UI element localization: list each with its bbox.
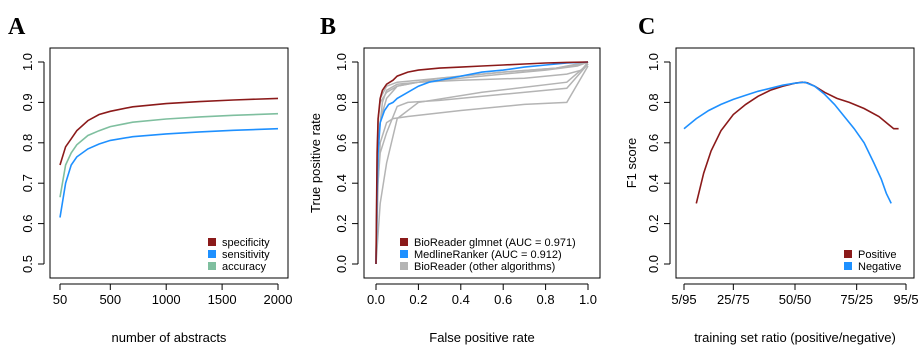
panel-a-x-tick-label: 1500 — [208, 292, 237, 307]
panel-b-xlabel: False positive rate — [429, 330, 535, 345]
panel-a-x-tick-label: 500 — [99, 292, 121, 307]
panel-b-x-tick-label: 1.0 — [579, 292, 597, 307]
panel-c-legend-label: Negative — [858, 261, 901, 273]
panel-b-y-tick-label: 0.2 — [334, 215, 349, 233]
panel-c-legend-swatch — [844, 262, 852, 270]
panel-c-ylabel: F1 score — [624, 138, 639, 189]
panel-c-xlabel: training set ratio (positive/negative) — [694, 330, 896, 345]
panel-a-legend-label: accuracy — [222, 261, 267, 273]
panel-b-legend-label: BioReader (other algorithms) — [414, 261, 555, 273]
panel-b-y-tick-label: 0.8 — [334, 93, 349, 111]
panel-c-y-tick-label: 0.4 — [646, 174, 661, 192]
panel-a-series-line — [59, 127, 279, 218]
panel-b-legend-swatch — [400, 262, 408, 270]
panel-c-legend-label: Positive — [858, 249, 897, 261]
panel-b-series-line-other — [375, 63, 589, 265]
panel-b: 0.0 0.2 0.4 0.6 0.8 1.0 0.0 0.2 0.4 0.6 0.8 1.0 BioR… — [308, 47, 601, 345]
panel-c-x-tick-label: 75/25 — [840, 292, 873, 307]
panel-b-series-line-other — [375, 63, 589, 265]
panel-a-box — [49, 47, 289, 279]
panel-a-legend-swatch — [208, 238, 216, 246]
panel-letter-a: A — [8, 14, 26, 40]
panel-a-x-tick-label: 2000 — [264, 292, 293, 307]
panel-b-box — [363, 47, 601, 279]
panel-a-x-tick-label: 50 — [53, 292, 67, 307]
panel-a-legend-swatch — [208, 262, 216, 270]
panel-a-series-line — [59, 112, 279, 198]
panel-a-y-tick-label: 0.9 — [20, 93, 35, 111]
panel-a-x-tick-label: 1000 — [152, 292, 181, 307]
panel-c-y-tick-label: 0.0 — [646, 255, 661, 273]
panel-c-legend-swatch — [844, 250, 852, 258]
panel-b-ylabel: True positive rate — [308, 113, 323, 213]
panel-b-x-tick-label: 0.6 — [494, 292, 512, 307]
panel-a-legend-label: specificity — [222, 237, 270, 249]
panel-c-y-tick-label: 0.8 — [646, 93, 661, 111]
panel-a-y-tick-label: 0.5 — [20, 255, 35, 273]
panel-c-y-tick-label: 0.6 — [646, 134, 661, 152]
panel-b-y-tick-label: 1.0 — [334, 53, 349, 71]
panel-letter-b: B — [320, 14, 336, 40]
panel-c-x-tick-label: 95/5 — [893, 292, 918, 307]
panel-c-x-tick-label: 50/50 — [779, 292, 812, 307]
panel-b-series-line — [375, 61, 589, 265]
panel-a-legend-label: sensitivity — [222, 249, 270, 261]
panel-b-x-tick-label: 0.4 — [452, 292, 470, 307]
panel-c-x-tick-label: 25/75 — [717, 292, 750, 307]
panel-b-legend-label: MedlineRanker (AUC = 0.912) — [414, 249, 562, 261]
panel-b-x-tick-label: 0.0 — [367, 292, 385, 307]
panel-c: 5/95 25/75 50/50 75/25 95/5 0.0 0.2 0.4 0.6 0.8 1.… — [624, 47, 919, 345]
panel-b-x-tick-label: 0.2 — [409, 292, 427, 307]
panel-a-y-tick-label: 0.7 — [20, 174, 35, 192]
panel-letter-c: C — [638, 14, 655, 40]
panel-b-y-tick-label: 0.0 — [334, 255, 349, 273]
panel-a-y-tick-label: 0.8 — [20, 134, 35, 152]
panel-b-x-tick-label: 0.8 — [537, 292, 555, 307]
panel-a-y-tick-label: 0.6 — [20, 215, 35, 233]
panel-c-box — [675, 47, 915, 279]
panel-c-y-tick-label: 0.2 — [646, 215, 661, 233]
panel-a-xlabel: number of abstracts — [112, 330, 227, 345]
panel-a-legend-swatch — [208, 250, 216, 258]
panel-b-legend-swatch — [400, 238, 408, 246]
panel-c-x-tick-label: 5/95 — [671, 292, 696, 307]
panel-b-y-tick-label: 0.6 — [334, 134, 349, 152]
panel-b-y-tick-label: 0.4 — [334, 174, 349, 192]
panel-a: 50 500 1000 1500 2000 0.5 0.6 0.7 0.8 0.9 1.0 speci… — [20, 47, 293, 345]
panel-c-y-tick-label: 1.0 — [646, 53, 661, 71]
panel-b-legend-swatch — [400, 250, 408, 258]
panel-b-legend-label: BioReader glmnet (AUC = 0.971) — [414, 237, 576, 249]
panel-c-series-line — [695, 81, 899, 204]
panel-a-series-line — [59, 97, 279, 166]
panel-a-y-tick-label: 1.0 — [20, 53, 35, 71]
panel-c-series-line — [683, 81, 892, 204]
panel-b-series-line — [375, 61, 589, 265]
